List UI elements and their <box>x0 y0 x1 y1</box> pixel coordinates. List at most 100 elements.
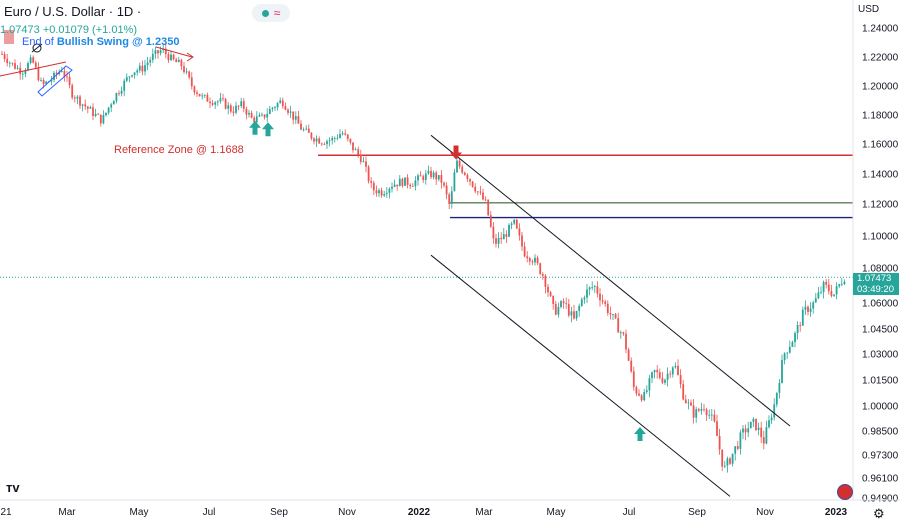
candle-body <box>518 228 521 236</box>
candle-body <box>24 70 27 74</box>
wave-icon: ≈ <box>273 6 281 20</box>
candle-body <box>313 138 315 142</box>
candle-body <box>742 428 744 433</box>
candle-body <box>713 414 716 422</box>
candle-body <box>544 275 547 287</box>
candle-body <box>599 293 601 301</box>
candle-body <box>809 308 812 312</box>
candle-body <box>164 48 167 55</box>
candle-body <box>92 107 94 116</box>
buy-arrow-icon <box>262 122 274 137</box>
candle-body <box>138 65 141 71</box>
candle-body <box>266 113 269 118</box>
candle-body <box>188 71 191 78</box>
candle-body <box>32 57 35 63</box>
candle-body <box>783 353 786 361</box>
candle-body <box>307 128 310 133</box>
candle-body <box>193 86 196 93</box>
candle-body <box>651 372 653 379</box>
candle-body <box>367 166 370 182</box>
candle-body <box>515 219 518 229</box>
annotation-prefix: End of <box>22 36 57 48</box>
settings-gear-icon[interactable]: ⚙ <box>873 506 885 521</box>
tradingview-logo-icon[interactable]: ᴛᴠ <box>6 480 20 495</box>
candle-body <box>521 235 523 247</box>
candle-body <box>196 92 198 94</box>
symbol-title[interactable]: Euro / U.S. Dollar · 1D · <box>4 4 142 19</box>
candle-body <box>614 314 617 319</box>
candle-body <box>630 360 633 372</box>
x-tick-label: 2023 <box>825 507 848 518</box>
candle-body <box>409 184 412 187</box>
y-tick-label: 1.16000 <box>862 140 899 151</box>
candle-body <box>406 177 409 185</box>
candle-body <box>294 116 297 120</box>
candle-body <box>427 170 430 174</box>
candle-body <box>318 138 321 144</box>
candle-body <box>804 306 807 310</box>
candle-body <box>94 113 97 116</box>
candle-body <box>79 96 81 106</box>
candle-body <box>281 100 284 107</box>
candle-body <box>388 188 391 193</box>
annotation-main: Bullish Swing @ 1.2350 <box>56 36 180 48</box>
x-tick-label: 21 <box>0 507 12 518</box>
x-tick-label: Sep <box>270 507 288 518</box>
candle-body <box>81 104 84 106</box>
candle-body <box>801 309 804 326</box>
candle-body <box>721 449 724 467</box>
candle-body <box>128 76 131 78</box>
y-tick-label: 0.98500 <box>862 427 899 438</box>
candle-body <box>734 446 737 454</box>
candle-body <box>578 305 581 311</box>
indicator-toggle[interactable]: ≈ <box>252 4 290 22</box>
candle-body <box>510 223 513 225</box>
candle-body <box>687 402 690 404</box>
candle-body <box>765 427 768 444</box>
candle-body <box>219 98 222 102</box>
candle-body <box>500 237 503 240</box>
candle-body <box>799 325 802 326</box>
candle-body <box>601 300 604 302</box>
candle-body <box>424 173 427 180</box>
signal-markers <box>249 120 646 441</box>
channel-upper-line <box>430 134 791 427</box>
candle-body <box>448 194 451 204</box>
buy-arrow-icon <box>249 120 261 135</box>
currency-label[interactable]: USD <box>858 4 880 15</box>
candle-body <box>73 97 76 99</box>
y-tick-label: 1.06000 <box>862 299 899 310</box>
x-tick-label: Nov <box>756 507 774 518</box>
candle-body <box>66 76 68 78</box>
x-tick-label: May <box>130 507 149 518</box>
x-tick-label: Nov <box>338 507 356 518</box>
y-tick-label: 1.04500 <box>862 325 899 336</box>
candle-body <box>214 102 217 105</box>
region-flag-icon[interactable] <box>837 484 853 500</box>
candle-body <box>757 427 760 430</box>
x-tick-label: Mar <box>475 507 493 518</box>
candle-body <box>489 215 492 227</box>
candle-body <box>263 114 266 118</box>
candle-body <box>331 138 334 141</box>
candle-body <box>404 177 406 186</box>
price-axis: 1.24000 1.22000 1.20000 1.18000 1.16000 1.140… <box>852 0 899 505</box>
candle-body <box>380 190 383 196</box>
candle-body <box>396 184 399 187</box>
y-tick-label: 0.96100 <box>862 474 899 485</box>
candle-body <box>705 409 708 416</box>
candle-body <box>684 399 687 403</box>
candle-body <box>677 365 679 376</box>
candle-body <box>604 301 607 304</box>
candle-body <box>523 246 526 257</box>
candle-body <box>773 404 776 418</box>
candle-body <box>40 80 42 81</box>
candle-body <box>562 301 565 304</box>
candle-body <box>172 54 175 60</box>
candle-body <box>185 71 188 73</box>
candle-body <box>237 105 240 107</box>
candle-body <box>710 414 713 416</box>
status-dot-icon <box>261 9 269 17</box>
candle-body <box>34 62 37 68</box>
